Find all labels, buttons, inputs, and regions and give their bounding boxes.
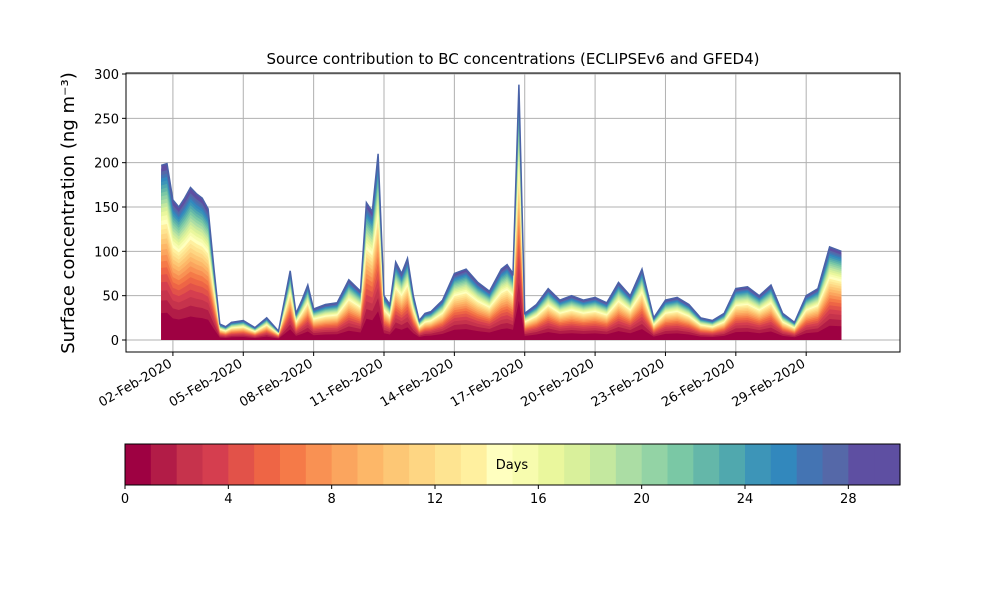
colorbar-segment [357, 444, 384, 485]
colorbar-tick-label: 16 [530, 492, 547, 507]
colorbar-frame [124, 443, 901, 486]
colorbar-segment [874, 444, 901, 485]
colorbar-tick-label: 20 [633, 492, 650, 507]
colorbar-tick-label: 8 [328, 492, 336, 507]
colorbar-segment [176, 444, 204, 485]
colorbar-segment [615, 444, 643, 485]
colorbar-segment [305, 444, 333, 485]
area-layer-day-0 [161, 300, 842, 340]
colorbar-segment [564, 444, 591, 485]
colorbar-segment [796, 444, 824, 485]
colorbar-segment [719, 444, 746, 485]
colorbar-tick-label: 12 [427, 492, 444, 507]
y-tick-label: 100 [94, 245, 119, 260]
colorbar-label: Days [496, 458, 529, 473]
colorbar-segment [150, 444, 178, 485]
x-tick-label: 20-Feb-2020 [519, 356, 598, 410]
colorbar: 0 4 8 12 16 20 24 28 [121, 443, 901, 507]
colorbar-segment [822, 444, 849, 485]
colorbar-segment [435, 444, 462, 485]
colorbar-segment [641, 444, 669, 485]
colorbar-segment [486, 444, 514, 485]
x-tick-label: 23-Feb-2020 [589, 356, 668, 410]
colorbar-segment [125, 444, 152, 485]
y-tick-label: 50 [102, 290, 119, 305]
colorbar-segment [280, 444, 307, 485]
colorbar-segment [538, 444, 565, 485]
colorbar-segment [590, 444, 617, 485]
colorbar-segment [512, 444, 539, 485]
colorbar-segment [331, 444, 359, 485]
y-tick-label: 250 [94, 112, 119, 127]
colorbar-tick-label: 4 [224, 492, 232, 507]
colorbar-segment [383, 444, 410, 485]
x-tick-label: 11-Feb-2020 [307, 356, 386, 410]
colorbar-segment [693, 444, 720, 485]
y-tick-label: 0 [111, 334, 119, 349]
colorbar-segment [745, 444, 772, 485]
y-axis: 0 50 100 150 200 250 300 [94, 68, 126, 349]
x-tick-label: 14-Feb-2020 [378, 356, 457, 410]
colorbar-tick-label: 0 [121, 492, 129, 507]
colorbar-segment [254, 444, 281, 485]
axes-frame [125, 72, 901, 353]
y-axis-label: Surface concentration (ng m⁻³) [58, 72, 79, 354]
colorbar-tick-label: 24 [737, 492, 754, 507]
x-tick-label: 29-Feb-2020 [730, 356, 809, 410]
chart-title: Source contribution to BC concentrations… [266, 50, 759, 68]
y-tick-label: 200 [94, 157, 119, 172]
total-line [160, 84, 842, 333]
colorbar-segment [848, 444, 875, 485]
x-tick-label: 05-Feb-2020 [167, 356, 246, 410]
colorbar-segment [460, 444, 488, 485]
colorbar-segment [228, 444, 255, 485]
x-tick-label: 17-Feb-2020 [448, 356, 527, 410]
x-axis: 02-Feb-202005-Feb-202008-Feb-202011-Feb-… [96, 352, 808, 410]
stacked-areas [160, 84, 842, 341]
colorbar-segment [667, 444, 694, 485]
colorbar-segment [202, 444, 229, 485]
colorbar-segment [409, 444, 436, 485]
y-tick-label: 150 [94, 201, 119, 216]
x-tick-label: 08-Feb-2020 [237, 356, 316, 410]
colorbar-tick-label: 28 [840, 492, 857, 507]
x-tick-label: 26-Feb-2020 [659, 356, 738, 410]
y-tick-label: 300 [94, 68, 119, 83]
x-tick-label: 02-Feb-2020 [96, 356, 175, 410]
colorbar-segment [770, 444, 798, 485]
